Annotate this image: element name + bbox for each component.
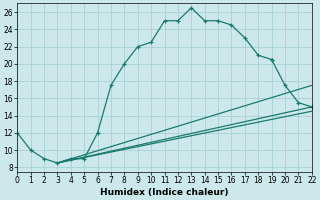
X-axis label: Humidex (Indice chaleur): Humidex (Indice chaleur)	[100, 188, 229, 197]
